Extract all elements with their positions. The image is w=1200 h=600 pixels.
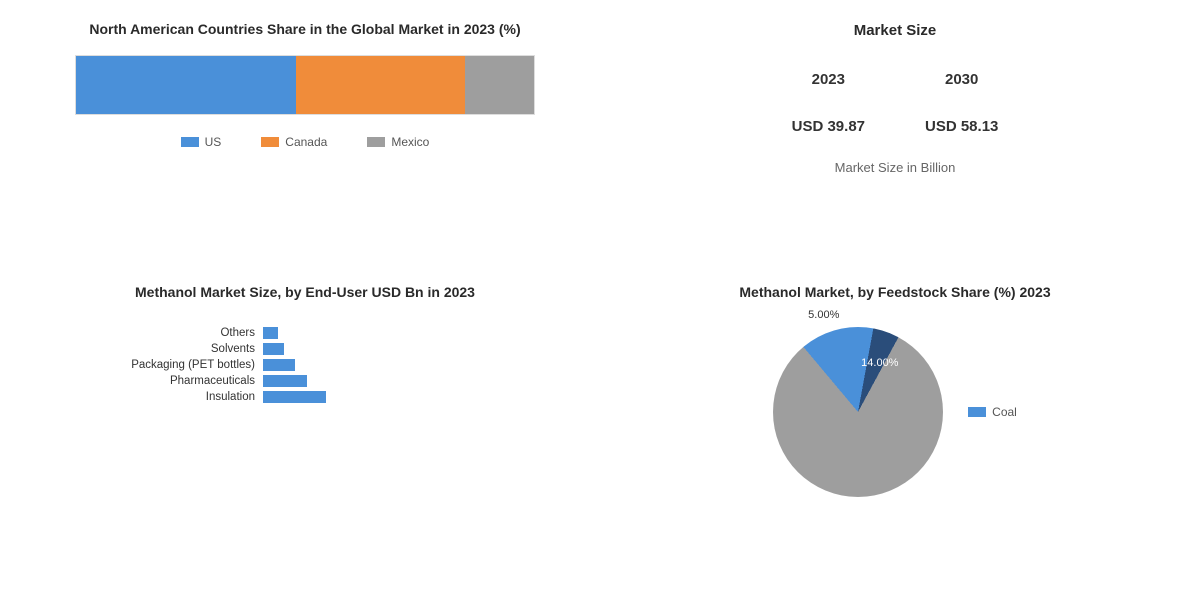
na-share-legend: US Canada Mexico <box>181 135 430 149</box>
na-share-legend-item: Mexico <box>367 135 429 149</box>
end-user-row-label: Packaging (PET bottles) <box>95 359 255 371</box>
end-user-row: Others <box>95 327 515 339</box>
na-share-legend-item: Canada <box>261 135 327 149</box>
feedstock-title: Methanol Market, by Feedstock Share (%) … <box>739 283 1050 303</box>
end-user-bar-track <box>263 359 515 371</box>
legend-label: Canada <box>285 135 327 149</box>
end-user-row-label: Insulation <box>95 391 255 403</box>
end-user-bar-fill <box>263 343 284 355</box>
legend-label: US <box>205 135 222 149</box>
legend-swatch-icon <box>261 137 279 147</box>
end-user-bar-track <box>263 391 515 403</box>
na-share-segment-mexico <box>465 56 534 114</box>
na-share-legend-item: US <box>181 135 222 149</box>
legend-label: Mexico <box>391 135 429 149</box>
market-size-panel: Market Size 2023 2030 USD 39.87 USD 58.1… <box>620 20 1170 258</box>
legend-swatch-icon <box>367 137 385 147</box>
end-user-panel: Methanol Market Size, by End-User USD Bn… <box>30 283 580 580</box>
market-size-grid: 2023 2030 USD 39.87 USD 58.13 <box>792 71 999 135</box>
feedstock-legend: Coal <box>968 405 1017 419</box>
pie-slice-label: 14.00% <box>861 357 898 369</box>
market-size-year-0: 2023 <box>792 71 865 88</box>
end-user-title: Methanol Market Size, by End-User USD Bn… <box>135 283 475 303</box>
end-user-bar-fill <box>263 391 326 403</box>
end-user-bar-fill <box>263 375 307 387</box>
feedstock-pie: 5.00%14.00% <box>773 327 943 497</box>
end-user-row: Solvents <box>95 343 515 355</box>
end-user-bar-track <box>263 375 515 387</box>
end-user-row-label: Others <box>95 327 255 339</box>
legend-label: Coal <box>992 405 1017 419</box>
market-size-title: Market Size <box>854 20 937 41</box>
market-size-value-0: USD 39.87 <box>792 118 865 135</box>
end-user-row-label: Pharmaceuticals <box>95 375 255 387</box>
na-share-segment-canada <box>296 56 465 114</box>
market-size-year-1: 2030 <box>925 71 998 88</box>
na-share-title: North American Countries Share in the Gl… <box>89 20 520 40</box>
market-size-footer: Market Size in Billion <box>835 160 956 175</box>
end-user-bar-fill <box>263 359 295 371</box>
end-user-bar-track <box>263 343 515 355</box>
end-user-bar-track <box>263 327 515 339</box>
feedstock-legend-item: Coal <box>968 405 1017 419</box>
market-size-value-1: USD 58.13 <box>925 118 998 135</box>
end-user-chart: Others Solvents Packaging (PET bottles) Pha… <box>95 327 515 403</box>
legend-swatch-icon <box>968 407 986 417</box>
end-user-row-label: Solvents <box>95 343 255 355</box>
end-user-row: Insulation <box>95 391 515 403</box>
feedstock-panel: Methanol Market, by Feedstock Share (%) … <box>620 283 1170 580</box>
end-user-row: Packaging (PET bottles) <box>95 359 515 371</box>
na-share-panel: North American Countries Share in the Gl… <box>30 20 580 258</box>
pie-slice-label: 5.00% <box>808 309 839 321</box>
legend-swatch-icon <box>181 137 199 147</box>
end-user-bar-fill <box>263 327 278 339</box>
end-user-row: Pharmaceuticals <box>95 375 515 387</box>
na-share-segment-us <box>76 56 296 114</box>
feedstock-pie-wrap: 5.00%14.00% Coal <box>773 327 1017 497</box>
na-share-stacked-bar <box>75 55 535 115</box>
